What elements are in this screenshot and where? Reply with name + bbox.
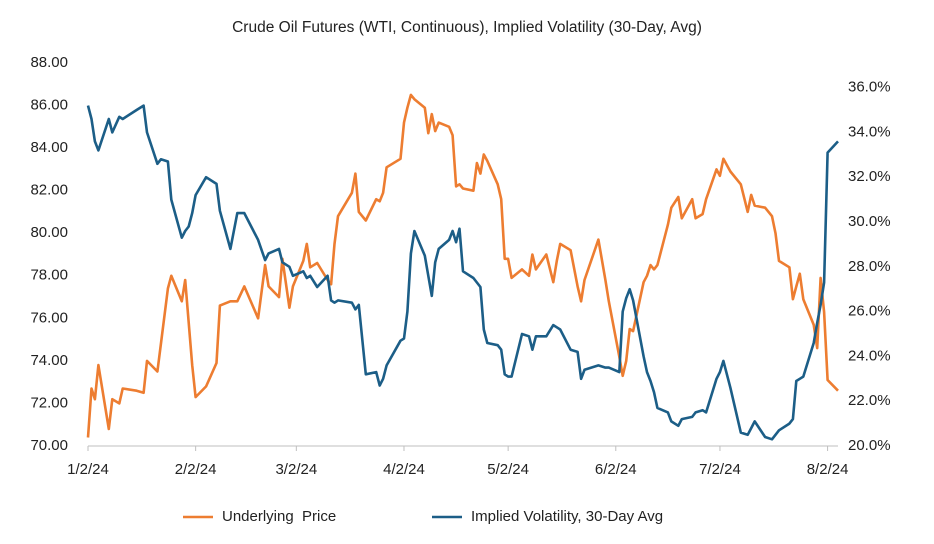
x-tick-label: 2/2/24 — [175, 461, 217, 478]
x-tick-label: 5/2/24 — [487, 461, 529, 478]
y-tick-label: 76.00 — [30, 309, 68, 326]
y2-tick-label: 34.0% — [848, 123, 891, 140]
x-tick-label: 4/2/24 — [383, 461, 425, 478]
y-tick-label: 72.00 — [30, 394, 68, 411]
legend-label: Implied Volatility, 30-Day Avg — [471, 508, 663, 525]
x-tick-label: 8/2/24 — [807, 461, 849, 478]
y2-tick-label: 20.0% — [848, 437, 891, 454]
y-tick-label: 82.00 — [30, 182, 68, 199]
y2-tick-label: 24.0% — [848, 347, 891, 364]
y-tick-label: 88.00 — [30, 54, 68, 71]
y2-tick-label: 32.0% — [848, 168, 891, 185]
y2-tick-label: 36.0% — [848, 79, 891, 96]
y-tick-label: 86.00 — [30, 97, 68, 114]
y2-tick-label: 28.0% — [848, 258, 891, 275]
y-tick-label: 84.00 — [30, 139, 68, 156]
x-tick-label: 7/2/24 — [699, 461, 741, 478]
x-tick-label: 6/2/24 — [595, 461, 637, 478]
legend-label: Underlying Price — [222, 508, 336, 525]
y-tick-label: 80.00 — [30, 224, 68, 241]
series-line — [86, 104, 839, 441]
x-tick-label: 3/2/24 — [275, 461, 317, 478]
y2-tick-label: 30.0% — [848, 213, 891, 230]
series-line — [86, 93, 839, 438]
x-tick-label: 1/2/24 — [67, 461, 109, 478]
y2-tick-label: 22.0% — [848, 392, 891, 409]
chart-title: Crude Oil Futures (WTI, Continuous), Imp… — [232, 19, 702, 36]
y-tick-label: 70.00 — [30, 437, 68, 454]
y2-tick-label: 26.0% — [848, 303, 891, 320]
y-tick-label: 78.00 — [30, 267, 68, 284]
y-tick-label: 74.00 — [30, 352, 68, 369]
